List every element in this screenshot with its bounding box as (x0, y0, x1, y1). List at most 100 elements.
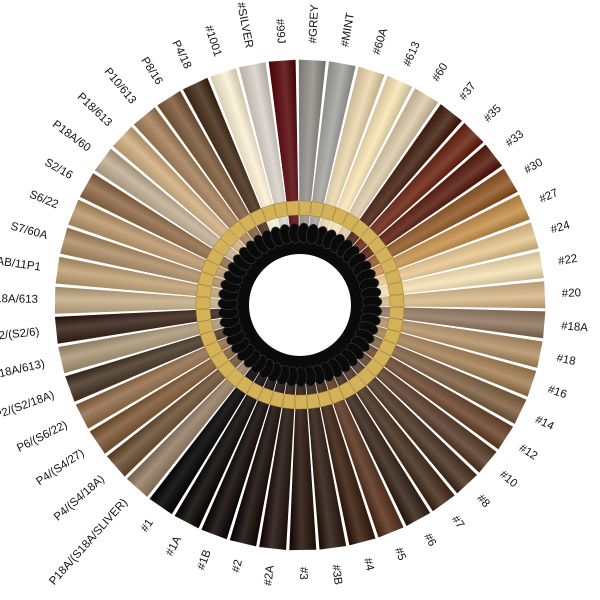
gold-band (351, 219, 370, 238)
gold-band (378, 339, 397, 357)
hair-strand (363, 343, 514, 450)
gold-band (348, 374, 367, 394)
hair-strand (268, 59, 299, 228)
hair-strand (377, 306, 546, 339)
hair-strand (372, 325, 537, 397)
hair-strand (210, 68, 280, 233)
hair-strand (79, 173, 235, 271)
hair-strand (318, 66, 385, 232)
swatch-label: #2 (230, 558, 245, 573)
ring-center (254, 259, 346, 351)
gold-bands-group (195, 200, 405, 410)
gold-band (217, 360, 237, 379)
gold-band (205, 248, 225, 266)
gold-band (328, 386, 345, 405)
hair-strand (133, 107, 254, 248)
hair-strand (359, 144, 503, 261)
gold-band (269, 391, 285, 408)
swatch-label: 8AB/11P1 (0, 255, 42, 274)
gold-band (238, 213, 257, 233)
hair-strand (229, 379, 287, 547)
gold-band (310, 201, 325, 218)
hair-strand (376, 251, 544, 297)
swatch-label: #1 (139, 517, 156, 534)
gold-band (380, 257, 399, 275)
hair-strand (289, 382, 317, 551)
gold-band (210, 350, 229, 369)
gold-band (294, 394, 308, 410)
hair-strand (65, 327, 229, 402)
swatch-label: S18A/613 (0, 293, 38, 306)
hair-strand (239, 62, 290, 230)
gold-band (389, 306, 405, 320)
hair-strand (60, 227, 226, 289)
hair-strand (369, 194, 530, 278)
hair-strand (259, 382, 296, 550)
gold-band (389, 294, 405, 308)
gold-band (386, 317, 404, 333)
hair-strand (106, 353, 245, 477)
gold-band (341, 212, 360, 231)
swatch-label: #4 (361, 557, 376, 573)
gold-band (384, 269, 402, 285)
gold-band (359, 227, 379, 246)
gold-band (212, 237, 232, 257)
gold-band (317, 390, 333, 408)
swatch-label: #99J (273, 18, 287, 44)
hair-strand (201, 376, 277, 540)
hair-strand (324, 375, 404, 538)
gold-band (306, 393, 321, 410)
hair-strand (349, 359, 477, 494)
swatch-label: #18 (555, 352, 576, 368)
gold-band (261, 203, 278, 222)
gold-band (374, 246, 393, 264)
hair-strand (54, 308, 223, 344)
gold-band (201, 259, 220, 277)
gold-band (235, 375, 254, 395)
hair-strand (75, 336, 233, 429)
gold-band (273, 201, 288, 218)
hair-strand (356, 351, 497, 473)
hair-strand (58, 318, 226, 374)
hair-strand (333, 371, 431, 526)
hair-strand (306, 381, 347, 550)
hair-strand (352, 122, 484, 254)
gold-band (321, 203, 337, 221)
hair-strand (174, 372, 268, 529)
gold-band (197, 271, 215, 287)
gold-band (357, 366, 376, 386)
gold-band (281, 393, 296, 410)
gold-band (338, 380, 357, 400)
hair-strand (126, 360, 252, 497)
gold-band (372, 349, 392, 368)
hair-strand (377, 281, 546, 309)
hair-strand (373, 222, 539, 288)
hair-strand (94, 148, 240, 263)
hair-strand (364, 168, 518, 270)
hair-strands-group (54, 59, 546, 551)
swatch-label: #18A (561, 320, 589, 334)
hair-strand (309, 61, 356, 229)
black-ring-group (217, 222, 383, 388)
gold-band (285, 200, 299, 216)
gold-band (195, 296, 211, 310)
gold-band (228, 220, 248, 240)
hair-strand (336, 88, 439, 241)
swatch-label: #6 (421, 532, 438, 549)
swatch-label: #3 (297, 567, 309, 580)
gold-band (195, 308, 212, 323)
gold-band (365, 358, 385, 377)
swatch-label: #24 (550, 219, 572, 236)
hair-strand (157, 90, 262, 242)
gold-band (249, 208, 267, 227)
swatch-label: P2/(S2/6) (0, 326, 40, 343)
swatch-label: #16 (546, 384, 568, 402)
swatch-label: #22 (557, 253, 578, 268)
gold-band (199, 330, 218, 347)
swatch-label: #20 (562, 287, 582, 300)
hair-strand (182, 77, 271, 237)
swatch-label: #MINT (339, 12, 357, 48)
gold-band (298, 200, 312, 216)
hair-strand (68, 199, 230, 280)
